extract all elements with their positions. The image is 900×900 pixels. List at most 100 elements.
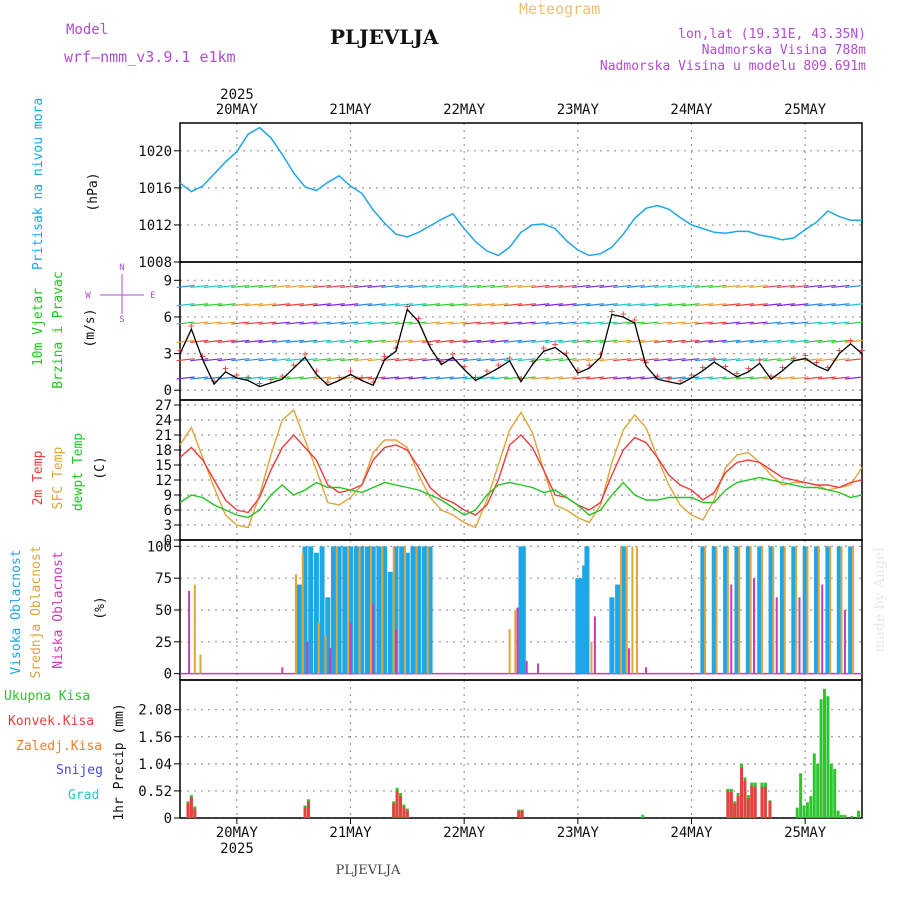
wind-marker: + bbox=[404, 300, 411, 313]
wind-barb bbox=[572, 303, 591, 307]
wind-barb bbox=[353, 284, 373, 289]
precip-conv-bar bbox=[726, 790, 730, 818]
wind-barb bbox=[326, 284, 345, 289]
wind-marker: + bbox=[859, 344, 866, 357]
wind-barb bbox=[313, 339, 332, 343]
y-tick-label: 1.04 bbox=[138, 757, 172, 773]
wind-marker: + bbox=[211, 374, 218, 387]
wind-marker: + bbox=[654, 370, 661, 383]
wind-barb bbox=[572, 339, 591, 343]
wind-marker: + bbox=[836, 344, 843, 357]
cloud-mid-bar bbox=[347, 546, 350, 674]
cloud-mid-bar bbox=[199, 654, 202, 674]
cloud-mid-bar bbox=[392, 546, 395, 674]
wind-barb bbox=[790, 376, 809, 380]
wind-barb bbox=[585, 284, 604, 289]
wind-barb bbox=[585, 303, 604, 307]
wind-marker: + bbox=[722, 360, 729, 373]
precip-total-bar bbox=[809, 796, 813, 818]
wind-barb bbox=[681, 303, 700, 307]
wind-barb bbox=[776, 339, 795, 343]
wind-marker: + bbox=[449, 348, 456, 361]
wind-barb bbox=[654, 339, 673, 343]
precip-total-bar bbox=[822, 688, 826, 818]
wind-barb bbox=[476, 339, 495, 343]
wind-barb bbox=[422, 303, 441, 307]
cloud-high-bar bbox=[609, 597, 615, 674]
wind-marker: + bbox=[370, 376, 377, 389]
precip-graupel-label: Grad bbox=[68, 788, 99, 803]
wind-barb bbox=[626, 321, 645, 325]
wind-marker: + bbox=[381, 350, 388, 363]
wind-barb bbox=[449, 358, 468, 362]
precip-total-bar bbox=[840, 814, 844, 818]
wind-barb bbox=[544, 339, 564, 343]
cloud-low-bar bbox=[306, 641, 309, 674]
wind-barb bbox=[244, 339, 263, 343]
wind-barb bbox=[667, 303, 686, 307]
wind-barb bbox=[817, 339, 836, 343]
y-tick-label: 0 bbox=[164, 667, 172, 683]
cloud-high-bar bbox=[376, 546, 382, 674]
wind-barb bbox=[844, 284, 864, 289]
cloud-high-bar bbox=[416, 546, 422, 674]
wind-barb bbox=[735, 284, 754, 289]
cloud-low-bar bbox=[593, 616, 596, 674]
wind-barb bbox=[544, 358, 564, 362]
precip-total-bar bbox=[795, 807, 799, 818]
cloud-mid-bar bbox=[625, 546, 628, 674]
cloud-low-bar bbox=[753, 578, 756, 674]
wind-barb bbox=[613, 284, 632, 289]
cloud-mid-bar bbox=[704, 546, 707, 674]
wind-barb bbox=[217, 339, 236, 343]
precip-panel: 0 0.52 1.04 1.56 2.08 bbox=[138, 679, 863, 827]
wind-barb bbox=[326, 321, 345, 325]
y-tick-label: 24 bbox=[155, 413, 172, 429]
wind-barb bbox=[463, 339, 482, 343]
wind-barb bbox=[640, 303, 659, 307]
cloud-mid-bar bbox=[324, 635, 327, 674]
precip-conv-bar bbox=[740, 768, 744, 818]
y-tick-label: 12 bbox=[155, 473, 172, 489]
wind-marker: + bbox=[393, 341, 400, 354]
wind-barb bbox=[231, 321, 250, 325]
wind-barb bbox=[408, 284, 427, 289]
wind-barb bbox=[776, 303, 795, 307]
precip-conv-label: Konvek.Kisa bbox=[8, 714, 94, 729]
pressure-unit: (hPa) bbox=[86, 172, 101, 211]
wind-barb bbox=[790, 321, 809, 325]
product-title: Meteogram bbox=[519, 0, 600, 18]
precip-total-bar bbox=[826, 696, 830, 818]
wind-barb bbox=[517, 376, 536, 380]
model-name: wrf—nmm_v3.9.1 e1km bbox=[64, 48, 236, 66]
cloud-low-bar bbox=[394, 629, 397, 674]
wind-barb bbox=[408, 358, 427, 362]
wind-barb bbox=[544, 284, 564, 289]
wind-barb bbox=[804, 339, 823, 343]
compass-e-label: E bbox=[150, 291, 155, 301]
wind-barb bbox=[258, 303, 277, 307]
cloud-mid-bar bbox=[620, 546, 623, 674]
wind-barb bbox=[558, 303, 577, 307]
precip-conv-bar bbox=[186, 803, 190, 818]
wind-barb bbox=[558, 376, 577, 380]
wind-barb bbox=[326, 339, 345, 343]
cloud-low-bar bbox=[525, 660, 528, 674]
wind-barb bbox=[258, 339, 277, 343]
wind-barb bbox=[517, 358, 536, 362]
y-tick-label: 1.56 bbox=[138, 730, 172, 746]
wind-barb bbox=[285, 339, 304, 343]
top-day-label: 24MAY bbox=[670, 102, 713, 118]
cloud-high-bar bbox=[296, 584, 302, 674]
wind-barb bbox=[244, 303, 263, 307]
wind-marker: + bbox=[734, 367, 741, 380]
wind-barb bbox=[326, 358, 345, 362]
cloud-high-bar bbox=[620, 546, 626, 674]
cloud-mid-bar bbox=[829, 546, 832, 674]
wind-barb bbox=[531, 358, 550, 362]
wind-barb bbox=[804, 284, 823, 289]
wind-barb bbox=[367, 303, 386, 307]
cloud-high-bar bbox=[734, 546, 740, 674]
wind-label: 10m Vjetar bbox=[31, 288, 46, 366]
wind-barb bbox=[708, 303, 727, 307]
